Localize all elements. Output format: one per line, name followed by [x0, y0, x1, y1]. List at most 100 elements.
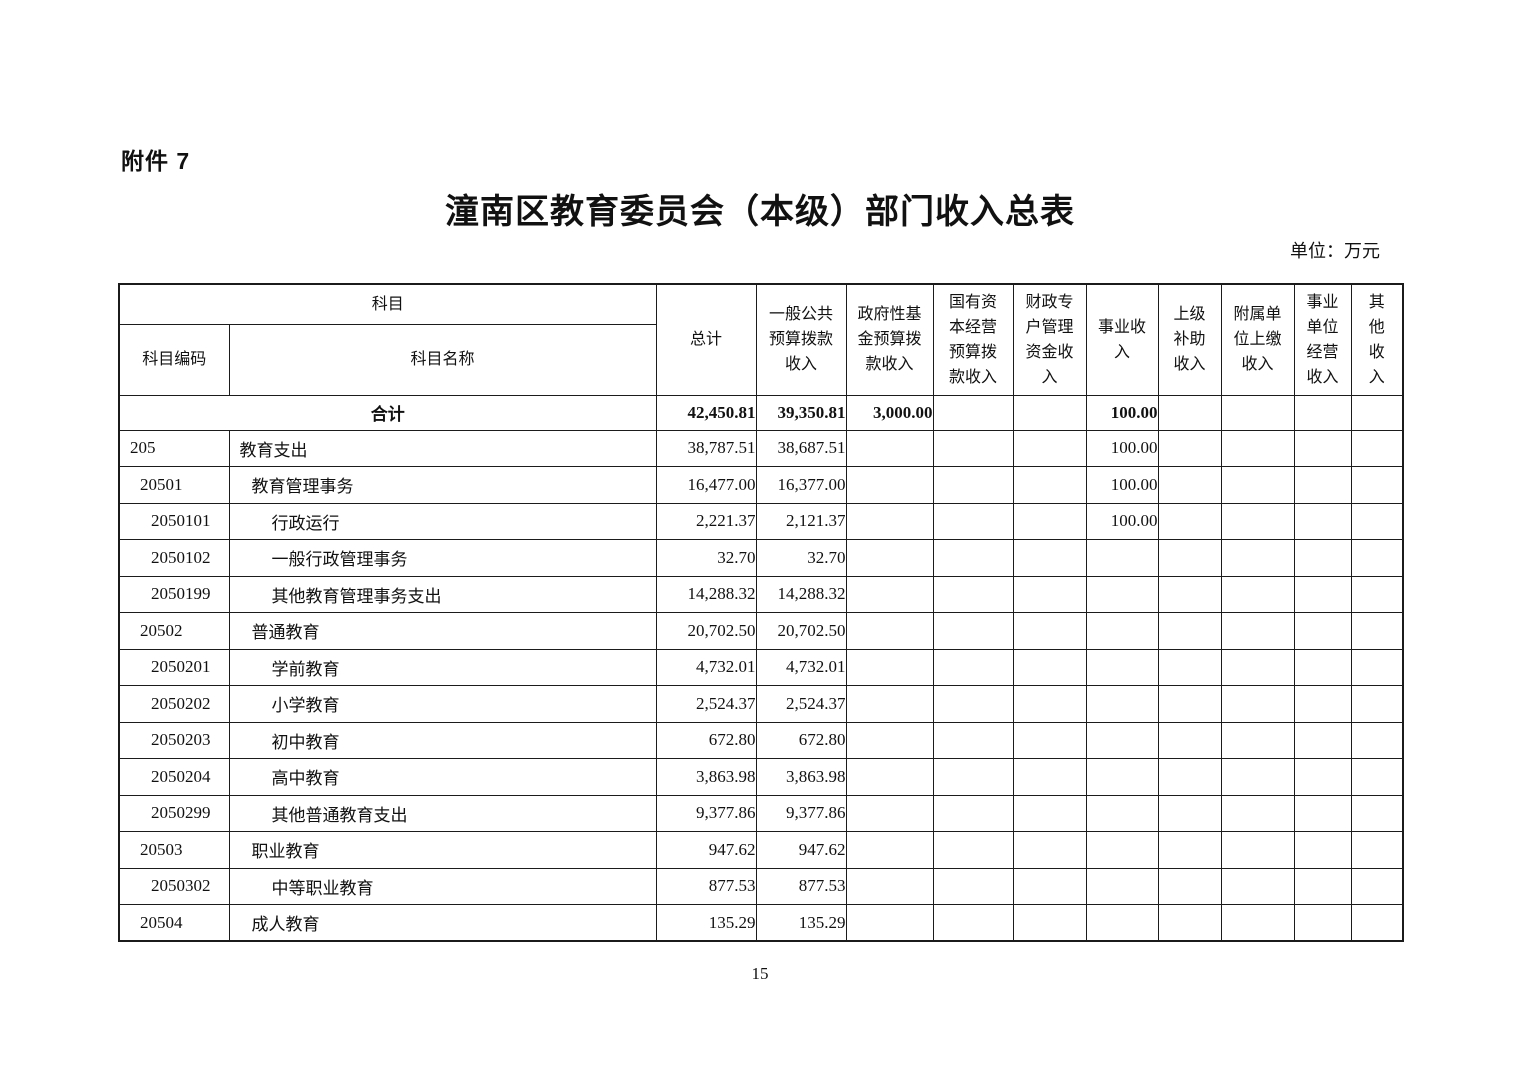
value-cell	[1157, 831, 1222, 869]
value-cell	[932, 429, 1014, 467]
table-row: 2050199 其他教育管理事务支出 14,288.32 14,288.32	[118, 575, 1404, 613]
value-cell	[1157, 867, 1222, 905]
value-cell	[1085, 794, 1159, 832]
value-cell	[1350, 575, 1404, 613]
value-cell	[1157, 648, 1222, 686]
header-col-institution-income: 事业收 入	[1085, 283, 1159, 396]
total-value-cell	[932, 394, 1014, 431]
table-row: 20501 教育管理事务 16,477.00 16,377.00 100.00	[118, 466, 1404, 504]
value-cell: 2,221.37	[655, 502, 757, 540]
value-cell	[1220, 831, 1295, 869]
subject-code-cell: 2050101	[118, 502, 230, 540]
subject-name-cell: 其他教育管理事务支出	[228, 575, 657, 613]
table-row: 2050203 初中教育 672.80 672.80	[118, 721, 1404, 759]
value-cell	[1085, 685, 1159, 723]
value-cell	[1220, 867, 1295, 905]
value-cell: 16,377.00	[755, 466, 847, 504]
value-cell	[1293, 575, 1352, 613]
value-cell	[932, 685, 1014, 723]
value-cell	[845, 648, 934, 686]
table-row: 20503 职业教育 947.62 947.62	[118, 831, 1404, 869]
table-body: 合计 42,450.81 39,350.81 3,000.00 100.00 205 教育支…	[118, 394, 1404, 942]
value-cell	[1157, 721, 1222, 759]
table-header: 科目 总计 一般公共 预算拨款 收入 政府性基 金预算拨 款收入 国有资 本经营…	[118, 283, 1404, 396]
value-cell	[1350, 466, 1404, 504]
subject-name-cell: 教育管理事务	[228, 466, 657, 504]
header-row-2: 科目编码 科目名称	[118, 323, 1403, 396]
value-cell: 4,732.01	[655, 648, 757, 686]
unit-note: 单位：万元	[1290, 241, 1380, 261]
subject-code-cell: 205	[118, 429, 230, 467]
value-cell	[1012, 904, 1087, 942]
value-cell	[1085, 904, 1159, 942]
value-cell: 672.80	[755, 721, 847, 759]
total-value-cell: 3,000.00	[845, 394, 934, 431]
subject-name-cell: 其他普通教育支出	[228, 794, 657, 832]
value-cell	[1012, 648, 1087, 686]
value-cell	[1350, 429, 1404, 467]
subject-code-cell: 2050201	[118, 648, 230, 686]
value-cell	[932, 648, 1014, 686]
value-cell: 38,687.51	[755, 429, 847, 467]
value-cell	[932, 466, 1014, 504]
value-cell	[1157, 758, 1222, 796]
value-cell: 877.53	[655, 867, 757, 905]
subject-code-cell: 2050102	[118, 539, 230, 577]
value-cell	[1350, 685, 1404, 723]
value-cell	[1220, 758, 1295, 796]
value-cell	[1012, 794, 1087, 832]
value-cell: 135.29	[755, 904, 847, 942]
value-cell	[1220, 466, 1295, 504]
value-cell	[1293, 502, 1352, 540]
value-cell: 32.70	[655, 539, 757, 577]
value-cell	[1293, 539, 1352, 577]
value-cell	[1350, 831, 1404, 869]
value-cell	[1157, 502, 1222, 540]
value-cell	[1350, 502, 1404, 540]
value-cell	[1350, 721, 1404, 759]
total-value-cell	[1350, 394, 1404, 431]
value-cell	[1085, 575, 1159, 613]
value-cell: 877.53	[755, 867, 847, 905]
value-cell	[1085, 831, 1159, 869]
table-row: 2050204 高中教育 3,863.98 3,863.98	[118, 758, 1404, 796]
value-cell	[1293, 612, 1352, 650]
header-subject-group: 科目	[118, 283, 657, 325]
page-title: 潼南区教育委员会（本级）部门收入总表	[445, 194, 1075, 231]
value-cell	[845, 904, 934, 942]
value-cell	[1220, 648, 1295, 686]
header-col-subordinate-remittance: 附属单 位上缴 收入	[1220, 283, 1295, 396]
value-cell	[932, 867, 1014, 905]
value-cell	[1293, 758, 1352, 796]
value-cell: 100.00	[1085, 429, 1159, 467]
value-cell	[1350, 794, 1404, 832]
header-col-total: 总计	[655, 283, 757, 396]
value-cell	[1293, 429, 1352, 467]
value-cell	[932, 539, 1014, 577]
total-value-cell: 39,350.81	[755, 394, 847, 431]
value-cell: 100.00	[1085, 466, 1159, 504]
subject-name-cell: 教育支出	[228, 429, 657, 467]
total-value-cell	[1220, 394, 1295, 431]
subject-name-cell: 高中教育	[228, 758, 657, 796]
value-cell	[1012, 575, 1087, 613]
value-cell	[932, 794, 1014, 832]
value-cell	[845, 685, 934, 723]
value-cell	[845, 575, 934, 613]
value-cell	[845, 867, 934, 905]
value-cell	[1085, 539, 1159, 577]
subject-code-cell: 2050203	[118, 721, 230, 759]
subject-code-cell: 2050204	[118, 758, 230, 796]
header-subject-code: 科目编码	[118, 323, 230, 396]
value-cell: 14,288.32	[655, 575, 757, 613]
value-cell	[1085, 758, 1159, 796]
value-cell	[1157, 429, 1222, 467]
value-cell: 947.62	[655, 831, 757, 869]
value-cell	[1350, 648, 1404, 686]
total-label: 合计	[118, 394, 657, 431]
subject-code-cell: 20504	[118, 904, 230, 942]
value-cell	[1350, 612, 1404, 650]
value-cell	[1293, 466, 1352, 504]
subject-name-cell: 小学教育	[228, 685, 657, 723]
value-cell	[1012, 685, 1087, 723]
